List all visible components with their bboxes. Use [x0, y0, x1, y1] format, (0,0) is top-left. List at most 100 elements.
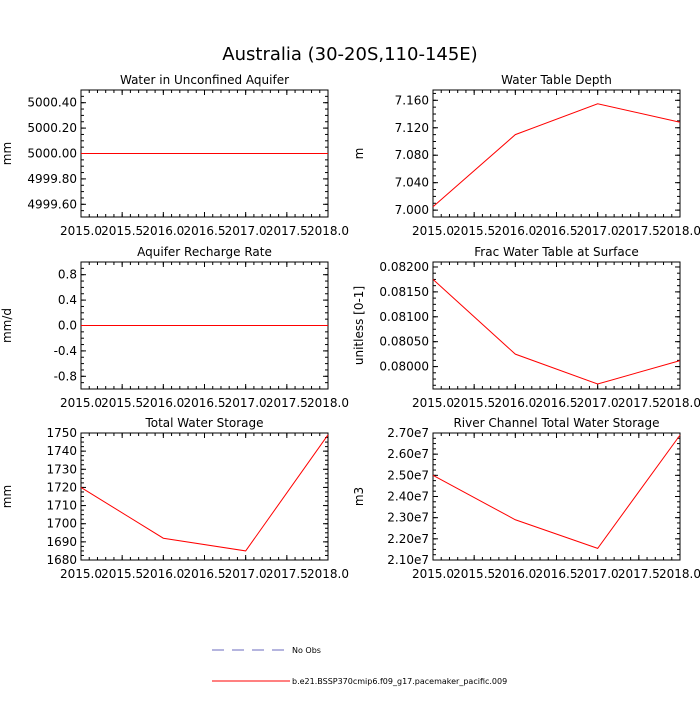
y-tick-label: 5000.40: [27, 96, 77, 110]
y-tick-label: 7.000: [395, 203, 429, 217]
x-tick-label: 2016.0: [494, 224, 536, 238]
y-tick-label: 7.120: [395, 121, 429, 135]
x-tick-label: 2017.5: [266, 396, 308, 410]
x-tick-label: 2016.5: [184, 567, 226, 581]
y-tick-label: 0.8: [58, 268, 77, 282]
plot-frame: [80, 432, 329, 561]
y-tick-label: 0.08200: [379, 260, 429, 274]
panel-title: Water in Unconfined Aquifer: [120, 73, 289, 87]
panel-6: River Channel Total Water Storage m3 2015.…: [352, 416, 700, 581]
y-tick-label: 1690: [46, 535, 77, 549]
panel-title: Water Table Depth: [501, 73, 612, 87]
y-tick-label: 2.70e7: [387, 426, 429, 440]
series-line: [80, 434, 329, 552]
y-tick-label: 0.0: [58, 319, 77, 333]
y-tick-label: 7.160: [395, 93, 429, 107]
x-tick-label: 2016.0: [142, 224, 184, 238]
x-tick-label: 2017.0: [225, 396, 267, 410]
x-tick-label: 2016.0: [494, 567, 536, 581]
x-tick-label: 2015.0: [412, 396, 454, 410]
y-tick-label: 0.08000: [379, 360, 429, 374]
x-tick-label: 2018.0: [307, 224, 349, 238]
x-tick-label: 2018.0: [659, 567, 700, 581]
y-tick-label: 4999.80: [27, 172, 77, 186]
x-tick-label: 2017.0: [225, 224, 267, 238]
x-tick-label: 2018.0: [307, 396, 349, 410]
series-line: [432, 103, 681, 208]
x-tick-label: 2015.0: [412, 224, 454, 238]
y-tick-label: 1740: [46, 444, 77, 458]
x-tick-label: 2016.5: [536, 567, 578, 581]
y-tick-label: -0.8: [54, 369, 77, 383]
panel-title: River Channel Total Water Storage: [453, 416, 659, 430]
x-tick-label: 2017.0: [225, 567, 267, 581]
x-tick-label: 2016.0: [142, 567, 184, 581]
x-tick-label: 2017.0: [577, 567, 619, 581]
y-tick-label: 1720: [46, 480, 77, 494]
x-tick-label: 2016.5: [184, 224, 226, 238]
y-tick-label: 4999.60: [27, 197, 77, 211]
y-tick-label: 1680: [46, 553, 77, 567]
y-tick-label: 0.08050: [379, 335, 429, 349]
legend: No Obs b.e21.BSSP370cmip6.f09_g17.pacema…: [212, 646, 507, 686]
x-tick-label: 2016.0: [142, 396, 184, 410]
y-tick-label: 2.50e7: [387, 468, 429, 482]
series-line: [432, 434, 681, 549]
x-tick-label: 2017.5: [618, 224, 660, 238]
y-axis-label: mm: [0, 485, 14, 508]
x-tick-label: 2015.0: [60, 396, 102, 410]
y-tick-label: 5000.20: [27, 121, 77, 135]
x-tick-label: 2016.5: [536, 396, 578, 410]
y-axis-label: mm/d: [0, 308, 14, 343]
x-tick-label: 2017.5: [266, 224, 308, 238]
y-tick-label: 0.08100: [379, 310, 429, 324]
x-tick-label: 2016.0: [494, 396, 536, 410]
x-tick-label: 2018.0: [659, 396, 700, 410]
y-axis-label: m3: [352, 487, 366, 506]
plot-frame: [432, 261, 681, 390]
x-tick-label: 2017.5: [618, 567, 660, 581]
y-tick-label: 1710: [46, 499, 77, 513]
y-tick-label: 1750: [46, 426, 77, 440]
y-tick-label: -0.4: [54, 344, 77, 358]
panel-title: Aquifer Recharge Rate: [137, 245, 272, 259]
y-tick-label: 7.040: [395, 176, 429, 190]
x-tick-label: 2018.0: [307, 567, 349, 581]
legend-label-no-obs: No Obs: [292, 646, 321, 655]
y-tick-label: 2.30e7: [387, 511, 429, 525]
y-tick-label: 1730: [46, 462, 77, 476]
x-tick-label: 2017.5: [618, 396, 660, 410]
x-tick-label: 2017.0: [577, 396, 619, 410]
y-tick-label: 0.4: [58, 293, 77, 307]
x-tick-label: 2015.5: [453, 567, 495, 581]
plot-frame: [432, 432, 681, 561]
x-tick-label: 2015.5: [101, 224, 143, 238]
panel-1: Water in Unconfined Aquifer mm 2015.0 2015.…: [0, 73, 349, 238]
x-tick-label: 2018.0: [659, 224, 700, 238]
y-tick-label: 2.20e7: [387, 532, 429, 546]
y-axis-label: unitless [0-1]: [352, 286, 366, 365]
panel-2: Water Table Depth m 2015.0 2015.5 2016.0 2016…: [352, 73, 700, 238]
y-tick-label: 7.080: [395, 148, 429, 162]
figure-title: Australia (30-20S,110-145E): [222, 44, 477, 65]
y-tick-label: 2.40e7: [387, 490, 429, 504]
panel-title: Frac Water Table at Surface: [474, 245, 638, 259]
y-tick-label: 0.08150: [379, 285, 429, 299]
x-tick-label: 2017.0: [577, 224, 619, 238]
x-tick-label: 2015.0: [60, 567, 102, 581]
y-tick-label: 2.60e7: [387, 447, 429, 461]
series-line: [432, 279, 681, 385]
x-tick-label: 2015.0: [412, 567, 454, 581]
x-tick-label: 2016.5: [184, 396, 226, 410]
x-tick-label: 2015.5: [453, 396, 495, 410]
y-tick-label: 5000.00: [27, 147, 77, 161]
panel-4: Frac Water Table at Surface unitless [0-1…: [352, 245, 700, 410]
y-tick-label: 1700: [46, 517, 77, 531]
x-tick-label: 2015.5: [101, 396, 143, 410]
x-tick-label: 2015.5: [101, 567, 143, 581]
